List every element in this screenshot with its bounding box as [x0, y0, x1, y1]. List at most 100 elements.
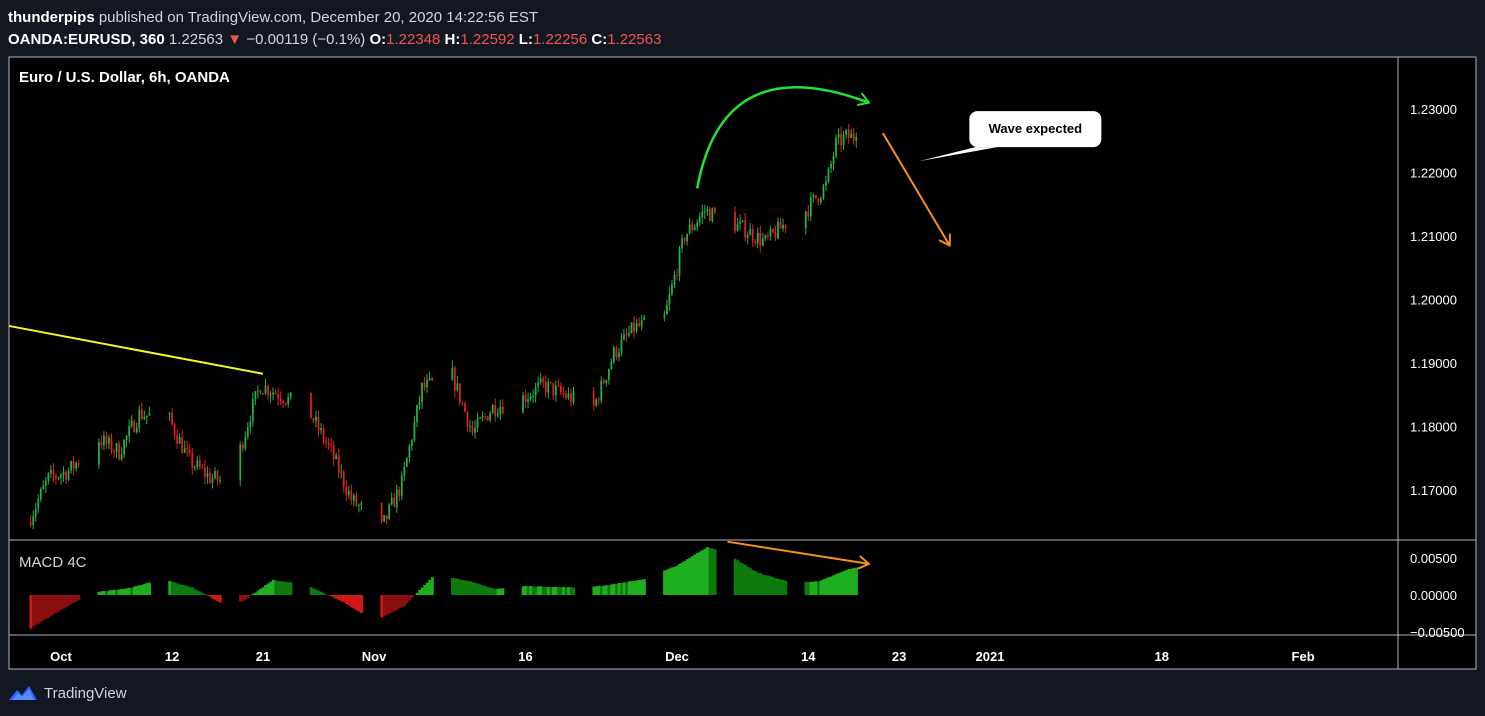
macd-bar	[814, 581, 818, 595]
candle-up	[411, 440, 413, 446]
macd-bar	[554, 586, 558, 595]
candle-up	[128, 426, 131, 436]
candle-up	[135, 427, 138, 433]
candle-up	[320, 428, 322, 431]
macd-bar	[562, 586, 566, 595]
callout-text: Wave expected	[989, 121, 1083, 136]
candle-down	[713, 208, 716, 213]
candle-up	[34, 508, 37, 517]
macd-bar	[541, 586, 545, 595]
candle-up	[481, 416, 484, 418]
macd-bar	[620, 583, 624, 595]
candle-up	[421, 382, 423, 402]
candle-down	[602, 380, 605, 384]
time-tick-label: Feb	[1292, 649, 1315, 664]
macd-bar	[473, 582, 477, 595]
candle-up	[428, 377, 431, 380]
candle-up	[628, 333, 630, 336]
macd-bar	[29, 595, 33, 629]
tradingview-brand[interactable]: TradingView	[44, 684, 127, 702]
close-label: C:	[591, 31, 608, 48]
macd-bar	[854, 567, 858, 595]
macd-bar	[615, 584, 619, 595]
macd-bar	[499, 588, 502, 595]
time-tick-label: 18	[1154, 649, 1168, 664]
macd-bar	[637, 580, 641, 595]
macd-bar	[468, 581, 472, 595]
macd-bar	[463, 580, 467, 595]
high-value: 1.22592	[460, 31, 515, 48]
macd-bar	[549, 587, 553, 595]
candle-down	[453, 367, 456, 391]
candle-up	[130, 420, 133, 427]
candle-down	[173, 424, 176, 436]
candle-up	[547, 381, 550, 393]
candle-up	[251, 399, 254, 422]
macd-bar	[678, 563, 682, 595]
candle-down	[398, 489, 401, 496]
macd-bar	[216, 595, 220, 602]
macd-bar	[201, 592, 205, 595]
high-label: H:	[444, 31, 461, 48]
symbol-line: OANDA:EURUSD, 360 1.22563 ▼ −0.00119 (−0…	[8, 29, 1468, 51]
candle-up	[246, 427, 249, 437]
macd-bar	[776, 578, 780, 595]
candle-down	[840, 133, 842, 146]
macd-bar	[64, 595, 68, 608]
open-label: O:	[369, 31, 387, 48]
macd-bar	[478, 584, 482, 595]
macd-bar	[191, 587, 194, 595]
candle-down	[484, 416, 487, 418]
trendline	[8, 324, 264, 375]
candle-up	[145, 415, 148, 418]
candle-up	[193, 467, 196, 469]
macd-bar	[612, 583, 616, 595]
chart-header: thunderpips published on TradingView.com…	[8, 7, 1468, 51]
macd-bar	[355, 595, 359, 611]
candle-down	[188, 449, 191, 454]
macd-bar	[632, 580, 636, 595]
candle-up	[358, 505, 360, 507]
macd-bar	[208, 595, 212, 597]
macd-bar	[610, 584, 614, 595]
macd-bar	[458, 579, 462, 595]
candle-up	[178, 436, 181, 444]
candle-up	[214, 470, 216, 479]
candle-down	[461, 402, 464, 404]
macd-bar	[700, 550, 704, 595]
macd-bar	[382, 595, 386, 617]
candle-down	[29, 521, 32, 526]
macd-bar	[266, 583, 270, 595]
macd-bar	[756, 572, 760, 595]
macd-bar	[180, 584, 184, 595]
macd-bar	[67, 595, 71, 606]
tradingview-logo-icon[interactable]	[8, 683, 38, 703]
candle-up	[249, 421, 252, 428]
candle-up	[827, 168, 830, 182]
macd-bar	[117, 589, 121, 595]
macd-bar	[244, 595, 247, 600]
drawing-annotations: Wave expected	[8, 85, 1102, 570]
candle-up	[537, 382, 540, 387]
publisher-username[interactable]: thunderpips	[8, 9, 95, 26]
symbol-label[interactable]: OANDA:EURUSD, 360	[8, 31, 165, 48]
candle-up	[257, 390, 259, 392]
candle-down	[322, 428, 325, 441]
candle-up	[39, 489, 42, 500]
candle-down	[77, 462, 80, 465]
macd-bar	[665, 569, 669, 595]
candle-down	[191, 453, 194, 468]
macd-bar	[483, 586, 487, 595]
macd-bar	[428, 579, 432, 595]
candle-up	[499, 406, 502, 414]
candle-up	[620, 339, 623, 353]
projection-arrow	[882, 132, 951, 247]
macd-bar	[688, 557, 692, 595]
macd-divergence-arrow-head	[857, 555, 871, 570]
macd-histogram	[29, 547, 858, 629]
candle-up	[572, 391, 575, 403]
macd-bar	[764, 575, 768, 595]
candle-up	[451, 367, 454, 381]
macd-bar	[564, 587, 568, 595]
